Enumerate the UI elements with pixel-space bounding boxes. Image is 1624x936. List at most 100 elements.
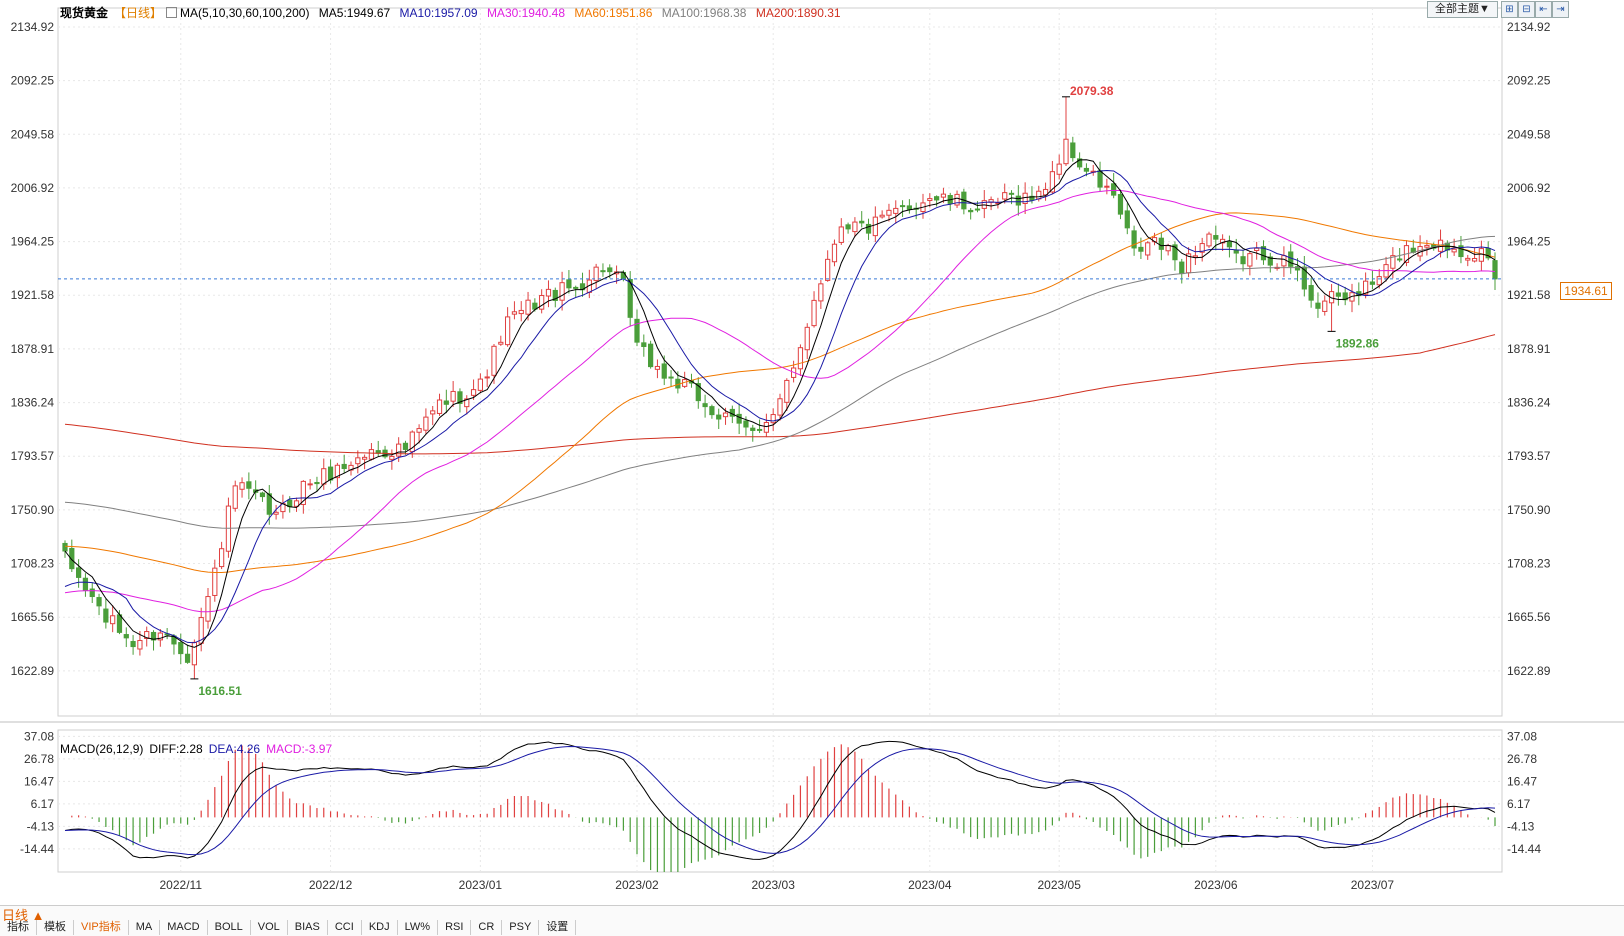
candle-body	[443, 400, 449, 405]
ma30-line	[64, 189, 1496, 613]
tab-rsi[interactable]: RSI	[438, 920, 472, 935]
macd-y-tick-left: -14.44	[20, 842, 54, 856]
candle	[69, 539, 75, 573]
candle	[1138, 237, 1144, 259]
candle	[1308, 277, 1314, 308]
y-tick-label-left: 2049.58	[11, 127, 55, 141]
candle	[382, 445, 388, 459]
candle	[906, 199, 912, 214]
candle-body	[1029, 195, 1035, 201]
candle-body	[1322, 300, 1328, 312]
macd-params: MACD(26,12,9)	[60, 742, 144, 756]
tab-bias[interactable]: BIAS	[288, 920, 328, 935]
candle-body	[756, 428, 763, 431]
candle-body	[1315, 302, 1321, 309]
period-switch-tab[interactable]: 日线 ▲	[2, 908, 45, 923]
y-tick-label-left: 1708.23	[11, 557, 55, 571]
candle	[1077, 152, 1083, 170]
candle-body	[593, 266, 599, 281]
candle-body	[1281, 255, 1287, 267]
candle-body	[695, 383, 701, 402]
candle-body	[1226, 241, 1233, 248]
tab-psy[interactable]: PSY	[502, 920, 540, 935]
candle	[995, 197, 1001, 209]
ma-toggle-checkbox[interactable]	[166, 7, 178, 18]
tab-vip-indicators[interactable]: VIP指标	[74, 920, 129, 935]
macd-dea-line	[64, 745, 1496, 856]
candle-body	[1131, 230, 1137, 249]
candle-body	[430, 410, 436, 415]
candle	[1131, 225, 1137, 256]
x-tick-label: 2023/07	[1351, 878, 1395, 892]
candle	[784, 378, 790, 411]
candle-body	[409, 431, 415, 453]
x-tick-label: 2023/04	[908, 878, 952, 892]
candle-body	[648, 343, 654, 368]
candle	[1322, 295, 1328, 316]
candle-body	[1124, 210, 1130, 229]
candle	[1226, 235, 1233, 258]
candle-body	[1485, 247, 1491, 259]
tab-kdj[interactable]: KDJ	[362, 920, 398, 935]
candle	[498, 335, 504, 346]
candle	[334, 462, 340, 488]
candle-body	[940, 193, 947, 198]
candle	[777, 393, 783, 421]
tab-settings[interactable]: 设置	[539, 920, 577, 935]
candle	[232, 480, 238, 512]
candle-body	[1308, 285, 1314, 301]
chart-canvas[interactable]: 2134.92 2134.92 2092.25 2092.25 2049.58 2049.…	[0, 0, 1624, 905]
ma5-value: MA5:1949.67	[318, 6, 391, 20]
tab-indicators[interactable]: 指标	[0, 920, 37, 935]
tab-ma[interactable]: MA	[129, 920, 161, 935]
candle	[1097, 161, 1103, 192]
candle-body	[886, 209, 892, 216]
candle	[988, 196, 994, 211]
scroll-left-icon[interactable]: ⇤	[1535, 1, 1552, 18]
zoom-out-icon[interactable]: ⊟	[1518, 1, 1535, 18]
tab-vol[interactable]: VOL	[251, 920, 288, 935]
y-tick-label-left: 2006.92	[11, 181, 55, 195]
candle	[110, 605, 116, 633]
candle-body	[1097, 170, 1103, 188]
tab-lw[interactable]: LW%	[398, 920, 439, 935]
y-tick-label-right: 2092.25	[1507, 74, 1551, 88]
candle	[362, 454, 368, 470]
candle	[695, 377, 701, 409]
theme-select-button[interactable]: 全部主题▼	[1427, 1, 1498, 18]
candle	[634, 309, 640, 347]
zoom-in-icon[interactable]: ⊞	[1501, 1, 1518, 18]
x-tick-label: 2023/02	[615, 878, 659, 892]
candle-body	[103, 608, 109, 623]
candle	[1417, 235, 1423, 262]
candle-body	[573, 286, 579, 289]
candle-body	[1056, 163, 1062, 175]
ma5-line	[64, 159, 1496, 648]
tab-cr[interactable]: CR	[471, 920, 503, 935]
candle	[191, 639, 197, 679]
candle-body	[1288, 251, 1294, 267]
macd-y-tick-right: 37.08	[1507, 729, 1537, 743]
candle-body	[1179, 261, 1185, 275]
candle-body	[89, 588, 95, 598]
candle	[961, 188, 967, 215]
candle	[716, 408, 722, 430]
candle-body	[702, 403, 708, 408]
tab-templates[interactable]: 模板	[37, 920, 74, 935]
candle-body	[552, 289, 558, 301]
candle	[348, 461, 354, 476]
candle-body	[1049, 171, 1055, 193]
candle	[1342, 286, 1348, 306]
tab-boll[interactable]: BOLL	[208, 920, 251, 935]
tab-cci[interactable]: CCI	[328, 920, 362, 935]
candle-body	[1063, 138, 1069, 165]
bottom-toolbar	[0, 905, 1624, 936]
candle	[341, 454, 347, 474]
tab-macd[interactable]: MACD	[160, 920, 208, 935]
scroll-right-icon[interactable]: ⇥	[1552, 1, 1569, 18]
candle-body	[178, 642, 184, 655]
macd-y-tick-left: 6.17	[31, 797, 55, 811]
low-annotation: 1892.86	[1336, 336, 1380, 350]
candle-body	[62, 542, 68, 552]
candle	[505, 307, 511, 347]
